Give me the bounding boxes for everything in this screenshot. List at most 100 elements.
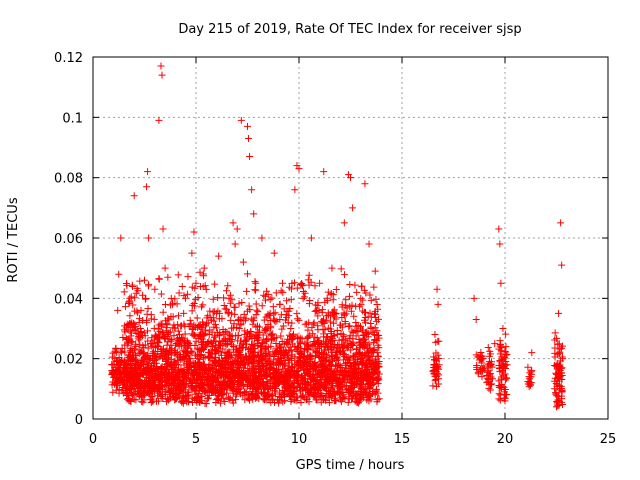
data-point [556,348,564,356]
data-point [360,286,368,294]
data-point [141,352,149,360]
data-point [243,307,251,315]
data-point [357,294,365,302]
data-point [294,315,302,323]
data-point [220,301,228,309]
data-point [251,368,259,376]
data-point [327,352,335,360]
data-point [192,279,200,287]
data-point [503,361,511,369]
data-point [284,371,292,379]
x-tick-label: 15 [394,432,411,447]
data-point [244,122,251,130]
data-point [274,374,282,382]
data-point [369,328,377,336]
data-point [166,388,174,396]
data-point [218,384,226,392]
data-point [181,294,189,302]
data-point [208,389,216,397]
data-point [322,316,330,324]
data-point [293,397,301,405]
data-point [180,309,188,317]
data-point [496,240,504,248]
data-point [224,380,232,388]
data-point [215,381,223,389]
data-point [221,305,229,313]
data-point [346,354,354,362]
data-point [182,372,190,380]
data-point [314,385,322,393]
data-point [209,365,217,373]
data-point [168,345,176,353]
data-point [367,313,375,321]
data-point [374,353,382,361]
data-point [314,338,322,346]
data-point [222,287,230,295]
data-point [484,344,492,352]
data-point [303,362,311,370]
data-point [316,279,324,287]
data-point [321,346,329,354]
data-point [130,395,138,403]
data-point [142,380,150,388]
data-point [252,286,260,294]
data-point [287,383,295,391]
data-point [350,352,358,360]
data-point [228,296,236,304]
data-point [279,288,287,296]
data-point [487,381,495,389]
data-point [307,234,315,242]
data-point [185,391,193,399]
data-point [361,351,369,359]
data-point [363,357,371,365]
data-point [279,365,287,373]
data-point [204,395,212,403]
data-point [314,326,322,334]
data-point [324,368,332,376]
data-point [148,397,156,405]
data-point [184,341,192,349]
data-point [239,258,247,266]
data-point [199,341,207,349]
data-point [340,353,348,361]
data-point [373,375,381,383]
data-point [261,388,269,396]
data-point [158,320,166,328]
data-point [293,379,301,387]
data-point [113,374,121,382]
data-point [556,362,564,370]
data-point [266,373,274,381]
data-point [160,333,168,341]
data-point [187,358,195,366]
data-point [491,340,499,348]
data-point [255,380,263,388]
data-point [318,319,326,327]
data-point [301,289,309,297]
y-tick-label: 0.1 [62,111,83,126]
data-point [234,378,242,386]
data-point [235,370,243,378]
data-point [260,291,268,299]
data-point [357,355,365,363]
data-point [311,307,319,315]
data-point [318,308,326,316]
data-point [181,381,189,389]
data-point [332,397,340,405]
data-point [326,360,334,368]
data-point [276,300,284,308]
data-point [225,335,233,343]
data-point [237,320,245,328]
data-point [155,333,163,341]
data-point [284,335,292,343]
data-point [351,382,359,390]
data-point [128,364,136,372]
data-point [108,353,116,361]
scatter-points [108,62,567,411]
data-point [356,302,364,310]
data-point [551,329,559,337]
data-point [358,369,366,377]
data-point [155,275,163,283]
data-point [300,293,308,301]
data-point [252,331,260,339]
data-point [167,362,175,370]
